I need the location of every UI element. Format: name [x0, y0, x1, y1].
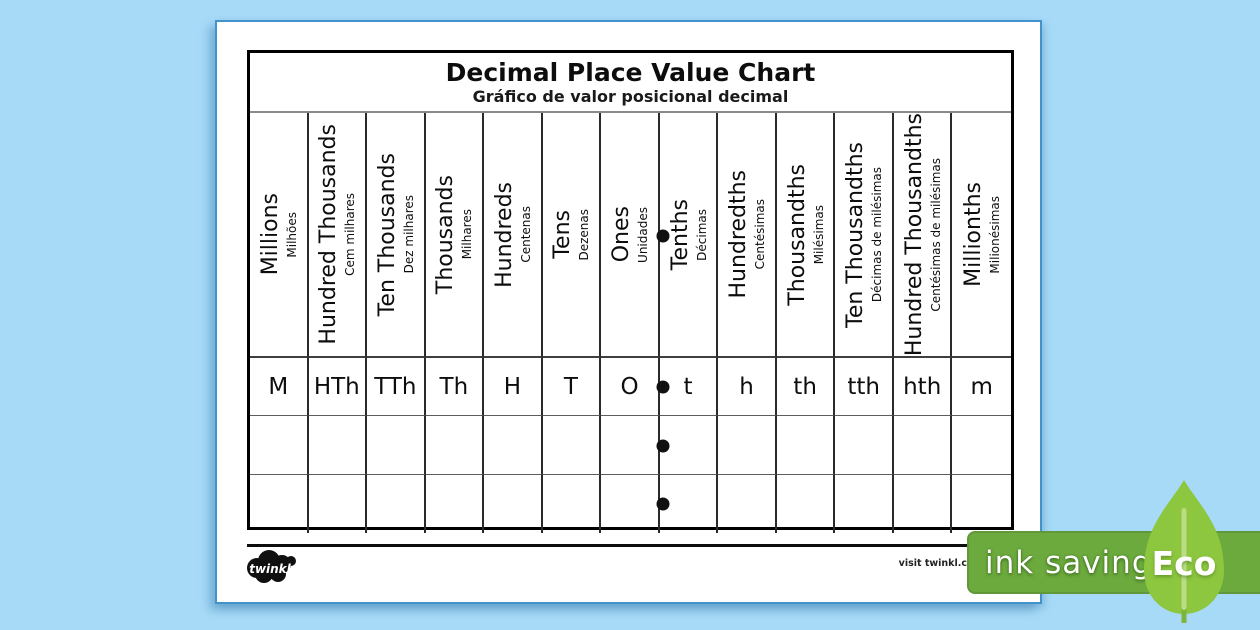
column-abbrev-millions: M: [250, 358, 309, 416]
column-label-en: Hundred Thousandths: [901, 113, 927, 357]
column-header-ones: Ones Unidades: [601, 113, 660, 358]
empty-cell: [426, 475, 485, 533]
column-abbrev-hundreds: H: [484, 358, 543, 416]
empty-cell: [309, 475, 368, 533]
column-label-en: Ten Thousands: [374, 152, 400, 317]
decimal-point-dot: [656, 229, 670, 242]
column-label-en: Hundredths: [726, 170, 752, 299]
empty-cell: [308, 416, 368, 475]
eco-leaf-icon: Eco: [1142, 478, 1226, 624]
column-abbrev-hundred-thousands: HTh: [308, 358, 368, 416]
column-label-pt: Milionésimas: [988, 195, 1003, 274]
empty-cell: [776, 416, 836, 475]
column-label-en: Hundreds: [491, 181, 517, 288]
column-label-pt: Milésimas: [811, 204, 826, 265]
empty-cell: [835, 475, 894, 533]
ink-saving-label: ink saving: [985, 544, 1153, 581]
column-abbrev-hundredths: h: [718, 358, 777, 416]
column-header-millions: Millions Milhões: [250, 113, 309, 358]
column-header-hundred-thousandths: Hundred Thousandths Centésimas de milésim…: [893, 113, 953, 358]
place-value-table: Decimal Place Value Chart Gráfico de val…: [247, 50, 1014, 533]
empty-cell: [659, 416, 719, 475]
column-abbrev-ones: O: [601, 358, 660, 416]
decimal-point-dot: [656, 497, 670, 511]
column-abbrev-tens: T: [542, 358, 602, 416]
empty-cell: [893, 416, 953, 475]
column-header-ten-thousandths: Ten Thousandths Décimas de milésimas: [835, 113, 894, 358]
column-abbrev-tenths: t: [659, 358, 719, 416]
column-label-en: Ones: [608, 206, 634, 263]
column-abbrev-thousands: Th: [425, 358, 485, 416]
column-label-en: Thousands: [433, 174, 459, 295]
empty-cell: [718, 416, 777, 475]
decimal-point-dot: [656, 380, 670, 394]
column-header-hundreds: Hundreds Centenas: [484, 113, 543, 358]
column-label-pt: Unidades: [635, 206, 650, 263]
column-label-en: Thousandths: [784, 163, 810, 306]
empty-cell: [835, 416, 894, 475]
column-header-millionths: Millionths Milionésimas: [952, 113, 1011, 358]
column-label-pt: Dez milhares: [401, 195, 416, 274]
chart-subtitle: Gráfico de valor posicional decimal: [472, 87, 789, 107]
column-header-tenths: Tenths Décimas: [659, 113, 719, 358]
column-label-en: Hundred Thousands: [316, 124, 342, 345]
column-header-tens: Tens Dezenas: [542, 113, 602, 358]
column-label-en: Tens: [550, 210, 576, 259]
column-label-pt: Cem milhares: [343, 193, 358, 276]
visit-url: visit twinkl.c: [898, 558, 967, 569]
empty-cell: [367, 416, 426, 475]
worksheet-paper: Decimal Place Value Chart Gráfico de val…: [215, 20, 1042, 604]
column-label-en: Ten Thousandths: [843, 141, 869, 328]
empty-cell: [601, 475, 660, 533]
empty-cell: [952, 416, 1011, 475]
empty-cell: [718, 475, 777, 533]
column-abbrev-thousandths: th: [776, 358, 836, 416]
twinkl-logo-text: twinkl: [249, 562, 291, 576]
column-label-pt: Centésimas: [753, 199, 768, 270]
column-abbrev-hundred-thousandths: hth: [893, 358, 953, 416]
column-label-pt: Centésimas de milésimas: [928, 157, 943, 312]
empty-cell: [250, 416, 309, 475]
column-header-ten-thousands: Ten Thousands Dez milhares: [367, 113, 426, 358]
column-header-hundred-thousands: Hundred Thousands Cem milhares: [308, 113, 368, 358]
column-label-en: Tenths: [667, 198, 693, 271]
empty-cell: [952, 475, 1011, 533]
decimal-point-dot: [656, 439, 670, 452]
empty-cell: [250, 475, 309, 533]
column-abbrev-millionths: m: [952, 358, 1011, 416]
column-label-pt: Milhares: [460, 209, 475, 260]
empty-cell: [367, 475, 426, 533]
footer-divider: [247, 544, 1014, 547]
column-label-pt: Centenas: [518, 206, 533, 263]
empty-cell: [484, 416, 543, 475]
column-label-pt: Décimas de milésimas: [870, 166, 885, 303]
column-label-en: Millionths: [961, 182, 987, 287]
column-abbrev-ten-thousandths: tth: [835, 358, 894, 416]
column-label-en: Millions: [257, 193, 283, 276]
chart-title: Decimal Place Value Chart: [445, 58, 816, 88]
empty-cell: [543, 475, 602, 533]
column-label-pt: Milhões: [284, 211, 299, 258]
column-header-thousandths: Thousandths Milésimas: [776, 113, 836, 358]
twinkl-logo: twinkl: [244, 549, 300, 587]
empty-cell: [660, 475, 719, 533]
column-abbrev-ten-thousands: TTh: [367, 358, 426, 416]
title-cell: Decimal Place Value Chart Gráfico de val…: [250, 53, 1011, 113]
empty-cell: [484, 475, 543, 533]
column-label-pt: Dezenas: [577, 208, 592, 261]
column-label-pt: Décimas: [694, 208, 709, 261]
eco-label: Eco: [1151, 544, 1217, 583]
empty-cell: [542, 416, 602, 475]
empty-cell: [894, 475, 953, 533]
empty-cell: [601, 416, 660, 475]
column-header-hundredths: Hundredths Centésimas: [718, 113, 777, 358]
empty-cell: [777, 475, 836, 533]
column-header-thousands: Thousands Milhares: [425, 113, 485, 358]
empty-cell: [425, 416, 485, 475]
twinkl-cloud-icon: [247, 550, 296, 583]
